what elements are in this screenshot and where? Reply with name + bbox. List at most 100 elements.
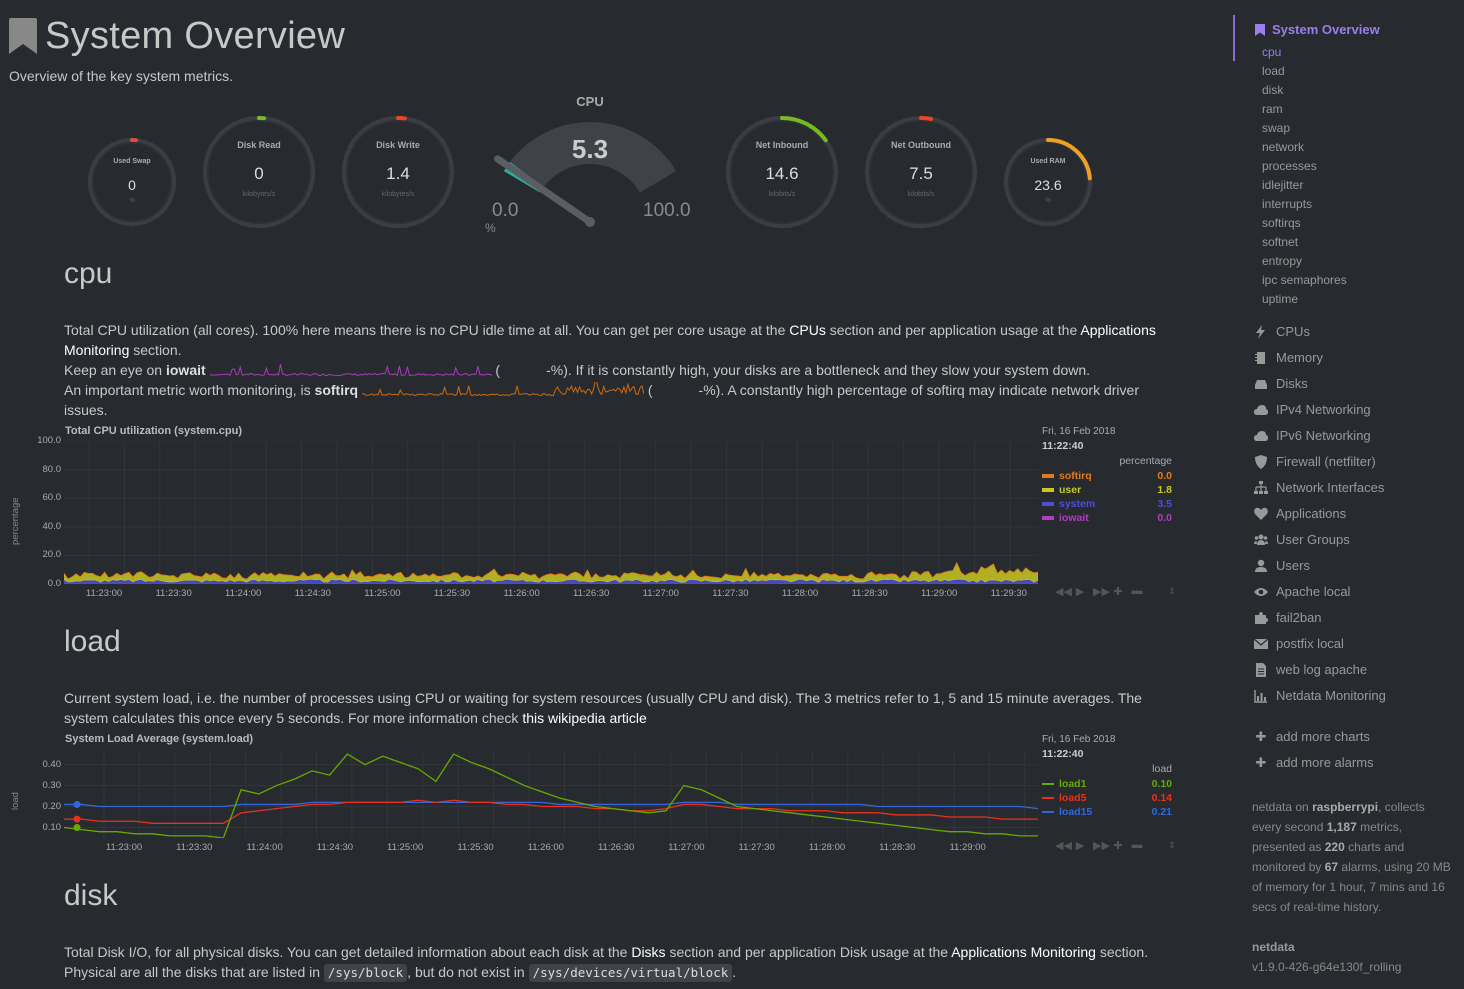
gauge-tick bbox=[442, 138, 445, 141]
link-applications-monitoring[interactable]: Applications Monitoring bbox=[64, 322, 1156, 358]
sidebar-subitem-softnet[interactable]: softnet bbox=[1262, 235, 1299, 249]
add-more-alarms-button[interactable]: ✚ add more alarms bbox=[1254, 755, 1374, 771]
gauge-dial bbox=[864, 115, 978, 229]
gauge-title: Disk Read bbox=[237, 140, 281, 150]
gauge-tick bbox=[162, 149, 165, 152]
zoom-in-icon[interactable]: ✚ bbox=[1113, 586, 1123, 598]
sidebar-item-web-log-apache[interactable]: web log apache bbox=[1254, 662, 1367, 677]
gauge-used-swap[interactable]: Used Swap 0 % bbox=[86, 136, 178, 228]
sidebar-subitem-uptime[interactable]: uptime bbox=[1262, 292, 1299, 306]
play-icon[interactable]: ▶ bbox=[1075, 840, 1085, 852]
sidebar-subitem-ipc-semaphores[interactable]: ipc semaphores bbox=[1262, 273, 1347, 287]
sidebar-item-ipv4-networking[interactable]: IPv4 Networking bbox=[1254, 402, 1371, 417]
sidebar-item-disks[interactable]: Disks bbox=[1254, 376, 1308, 391]
cpu-chart-plot[interactable] bbox=[64, 441, 1038, 584]
sidebar-item-cpus[interactable]: CPUs bbox=[1254, 324, 1310, 339]
gauge-dial bbox=[725, 115, 839, 229]
x-tick-label: 11:29:30 bbox=[990, 588, 1027, 599]
link-cpus[interactable]: CPUs bbox=[789, 322, 826, 338]
pan-right-icon[interactable]: ▶▶ bbox=[1093, 586, 1110, 598]
gauge-net-outbound[interactable]: Net Outbound 7.5 kilobits/s bbox=[863, 114, 979, 230]
sidebar-item-system-overview[interactable]: System Overview bbox=[1255, 22, 1380, 37]
sidebar-item-network-interfaces[interactable]: Network Interfaces bbox=[1254, 480, 1384, 495]
x-tick-label: 11:26:00 bbox=[503, 588, 540, 599]
zoom-out-icon[interactable]: ▬ bbox=[1131, 585, 1143, 597]
sidebar-item-firewall-netfilter[interactable]: Firewall (netfilter) bbox=[1254, 454, 1376, 469]
link-wikipedia[interactable]: this wikipedia article bbox=[522, 710, 647, 726]
gauge-tick bbox=[1033, 222, 1036, 225]
sidebar-subitem-disk[interactable]: disk bbox=[1262, 83, 1284, 97]
sidebar-item-label: web log apache bbox=[1276, 662, 1368, 677]
gauge-tick bbox=[290, 216, 293, 219]
gauge-tick bbox=[1082, 206, 1085, 209]
cpu-gauge[interactable] bbox=[470, 100, 710, 240]
gauge-tick bbox=[952, 216, 955, 219]
gauge-tick bbox=[343, 153, 346, 156]
gauge-tick bbox=[748, 125, 751, 128]
legend-item-softirq[interactable]: softirq 0.0 bbox=[1042, 469, 1172, 483]
resize-handle-icon[interactable]: ⇕ bbox=[1168, 840, 1176, 850]
gauge-tick bbox=[283, 220, 286, 224]
play-icon[interactable]: ▶ bbox=[1075, 586, 1085, 598]
sidebar-subitem-swap[interactable]: swap bbox=[1262, 121, 1291, 135]
gauge-tick bbox=[894, 220, 897, 224]
sidebar-item-postfix-local[interactable]: postfix local bbox=[1254, 636, 1344, 651]
sidebar-item-memory[interactable]: Memory bbox=[1254, 350, 1323, 365]
softirq-sparkline[interactable] bbox=[361, 382, 644, 398]
sidebar-item-applications[interactable]: Applications bbox=[1254, 506, 1346, 521]
zoom-in-icon[interactable]: ✚ bbox=[1113, 840, 1123, 852]
sidebar-item-netdata-monitoring[interactable]: Netdata Monitoring bbox=[1254, 688, 1386, 703]
iowait-sparkline[interactable] bbox=[209, 362, 492, 378]
sidebar-subitem-ram[interactable]: ram bbox=[1262, 102, 1283, 116]
add-more-charts-button[interactable]: ✚ add more charts bbox=[1254, 729, 1370, 745]
gauge-tick bbox=[351, 138, 354, 141]
gauge-tick bbox=[204, 153, 207, 156]
sidebar-subitem-entropy[interactable]: entropy bbox=[1262, 254, 1303, 268]
sidebar-item-fail2ban[interactable]: fail2ban bbox=[1254, 610, 1322, 625]
pan-right-icon[interactable]: ▶▶ bbox=[1093, 840, 1110, 852]
sidebar-item-users[interactable]: Users bbox=[1254, 558, 1310, 573]
metric-count: 1,187 bbox=[1326, 820, 1357, 834]
pan-left-icon[interactable]: ◀◀ bbox=[1055, 586, 1072, 598]
gauge-disk-read[interactable]: Disk Read 0 kilobytes/s bbox=[201, 114, 317, 230]
resize-handle-icon[interactable]: ⇕ bbox=[1168, 586, 1176, 596]
legend-item-load15[interactable]: load15 0.21 bbox=[1042, 805, 1172, 819]
sidebar-item-label: add more alarms bbox=[1276, 755, 1374, 770]
sidebar-subitem-network[interactable]: network bbox=[1262, 140, 1305, 154]
sidebar-subitem-idlejitter[interactable]: idlejitter bbox=[1262, 178, 1304, 192]
gauge-tick bbox=[422, 120, 425, 124]
sidebar-subitem-load[interactable]: load bbox=[1262, 64, 1285, 78]
legend-item-user[interactable]: user 1.8 bbox=[1042, 483, 1172, 497]
sidebar-subitem-cpu[interactable]: cpu bbox=[1262, 45, 1282, 59]
gauge-used-ram[interactable]: Used RAM 23.6 % bbox=[1002, 136, 1094, 228]
sidebar-item-apache-local[interactable]: Apache local bbox=[1254, 584, 1350, 599]
y-tick-label: 40.0 bbox=[42, 520, 62, 532]
legend-item-load5[interactable]: load5 0.14 bbox=[1042, 791, 1172, 805]
legend-date: Fri, 16 Feb 2018 bbox=[1042, 734, 1116, 745]
gauge-tick bbox=[874, 203, 877, 206]
legend-swatch bbox=[1042, 811, 1054, 813]
legend-item-iowait[interactable]: iowait 0.0 bbox=[1042, 511, 1172, 525]
sidebar-item-user-groups[interactable]: User Groups bbox=[1254, 532, 1350, 547]
gauge-unit: % bbox=[129, 198, 135, 204]
link-disks[interactable]: Disks bbox=[631, 944, 666, 960]
gauge-net-inbound[interactable]: Net Inbound 14.6 kilobits/s bbox=[724, 114, 840, 230]
legend-item-system[interactable]: system 3.5 bbox=[1042, 497, 1172, 511]
load-chart-plot[interactable] bbox=[64, 752, 1038, 838]
link-applications-monitoring[interactable]: Applications Monitoring bbox=[951, 944, 1096, 960]
legend-swatch bbox=[1042, 474, 1054, 478]
gauge-tick bbox=[894, 120, 897, 124]
sidebar-item-ipv6-networking[interactable]: IPv6 Networking bbox=[1254, 428, 1371, 443]
sidebar-item-label: Network Interfaces bbox=[1276, 480, 1385, 495]
sidebar-subitem-processes[interactable]: processes bbox=[1262, 159, 1317, 173]
pan-left-icon[interactable]: ◀◀ bbox=[1055, 840, 1072, 852]
gauge-tick bbox=[952, 125, 955, 128]
gauge-dial bbox=[87, 137, 177, 227]
gauge-disk-write[interactable]: Disk Write 1.4 kilobytes/s bbox=[340, 114, 456, 230]
x-tick-label: 11:24:00 bbox=[225, 588, 262, 599]
gauge-tick bbox=[866, 188, 869, 191]
sidebar-subitem-softirqs[interactable]: softirqs bbox=[1262, 216, 1301, 230]
sidebar-subitem-interrupts[interactable]: interrupts bbox=[1262, 197, 1313, 211]
legend-item-load1[interactable]: load1 0.10 bbox=[1042, 777, 1172, 791]
zoom-out-icon[interactable]: ▬ bbox=[1131, 839, 1143, 851]
